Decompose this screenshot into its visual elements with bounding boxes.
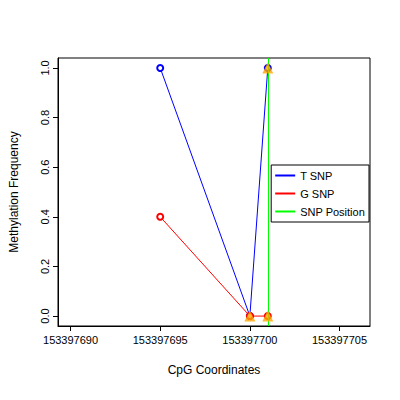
svg-text:SNP Position: SNP Position [300,206,365,218]
svg-text:G SNP: G SNP [300,188,334,200]
svg-text:0.2: 0.2 [39,259,51,274]
svg-text:153397700: 153397700 [222,334,277,346]
svg-text:153397690: 153397690 [43,334,98,346]
svg-text:0.6: 0.6 [39,160,51,175]
svg-text:0.0: 0.0 [39,308,51,323]
svg-text:0.4: 0.4 [39,209,51,224]
svg-text:0.8: 0.8 [39,110,51,125]
svg-text:Methylation Frequency: Methylation Frequency [7,131,21,252]
svg-text:153397705: 153397705 [312,334,367,346]
svg-text:1.0: 1.0 [39,60,51,75]
svg-text:153397695: 153397695 [133,334,188,346]
svg-text:T SNP: T SNP [300,170,332,182]
svg-text:CpG Coordinates: CpG Coordinates [168,363,261,377]
